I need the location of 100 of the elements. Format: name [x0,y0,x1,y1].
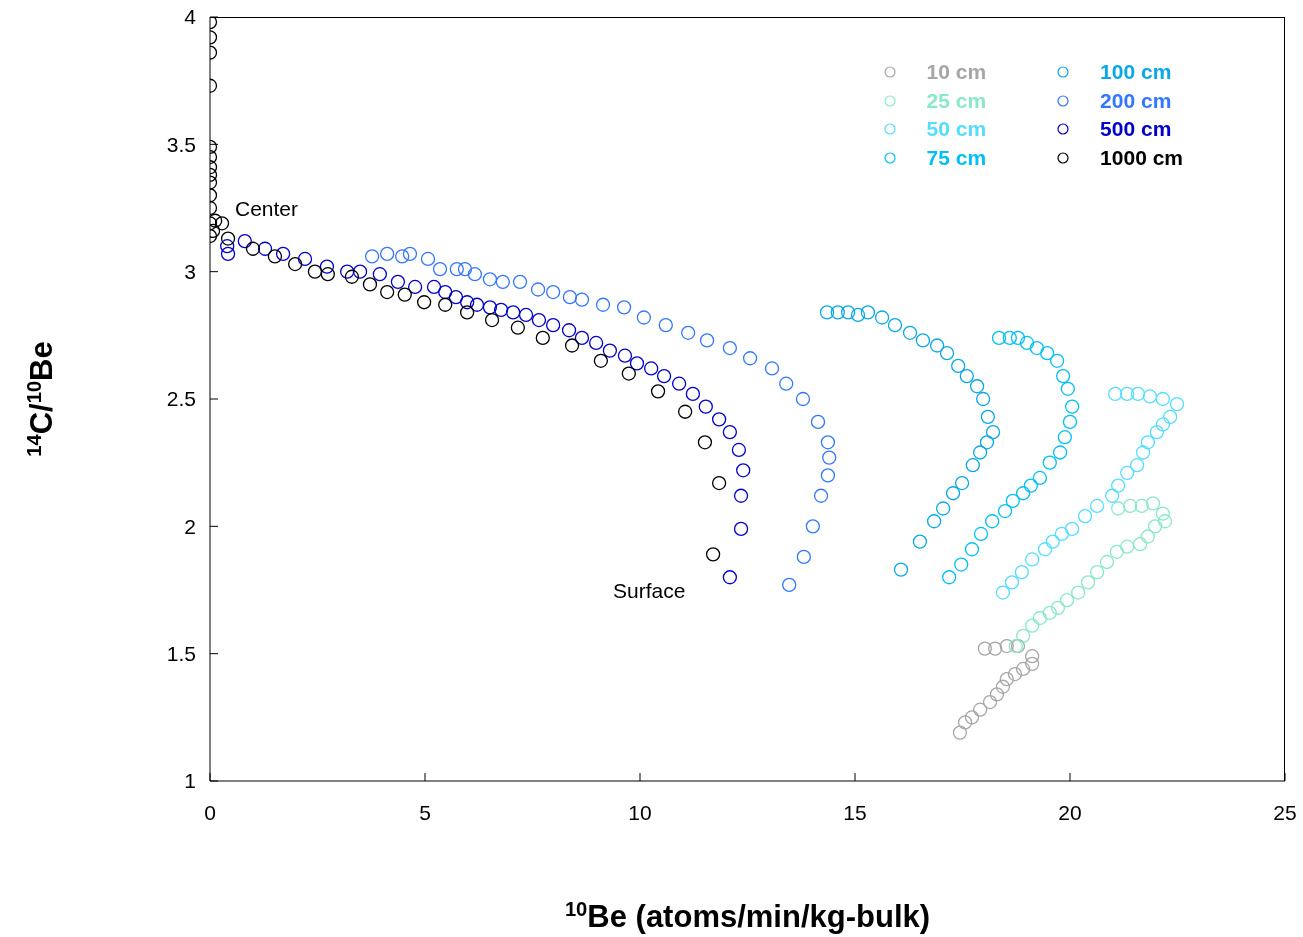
point [535,330,550,346]
point [912,534,928,549]
point [1029,340,1045,356]
point [1089,498,1105,514]
point [988,641,1003,656]
point [1040,346,1055,361]
point [1015,628,1031,643]
point [340,264,355,279]
point [1108,386,1123,402]
point [1120,539,1135,554]
legend-label: 10 cm [926,60,987,85]
point [1015,486,1031,501]
point [307,264,323,279]
point [795,391,811,407]
point [1052,445,1068,460]
point [1169,396,1185,412]
point [985,424,1001,440]
point [1005,493,1020,509]
point [985,514,1000,529]
point [972,445,988,460]
point [1050,600,1066,615]
point [936,501,951,516]
x-tick-label: 15 [843,800,867,824]
point [402,246,418,261]
point [764,361,780,376]
point [1025,656,1040,671]
point [991,330,1007,346]
point [561,323,577,338]
point [1120,465,1135,480]
point [257,241,273,256]
point [564,338,580,353]
point [210,213,223,228]
point [957,715,973,730]
point [395,249,410,264]
point [820,468,836,483]
point [1135,445,1151,460]
point [1120,386,1135,402]
point [951,358,966,374]
point [319,259,335,274]
point [1025,552,1040,567]
point [830,305,845,320]
point [574,292,590,307]
point [493,302,509,318]
point [617,348,633,363]
point [819,305,835,320]
point [1060,381,1075,396]
point [1007,666,1023,682]
point [237,233,252,249]
point [1134,498,1149,514]
point [779,376,794,391]
point [484,312,500,328]
point [722,340,738,356]
point [1111,501,1126,516]
point [929,338,945,353]
point [574,330,590,346]
legend-label: 1000 cm [1100,145,1183,170]
point [850,307,866,323]
y-tick-label: 2.5 [166,387,196,411]
point [1032,610,1048,626]
point [426,279,442,295]
point [1099,554,1115,570]
point [999,638,1014,654]
point [616,300,632,315]
point [275,246,291,261]
point [982,694,998,710]
annotation: Center [235,197,299,220]
point [364,249,380,264]
x-tick-label: 25 [1273,800,1297,824]
point [942,570,957,585]
point [805,519,821,534]
x-tick-label: 0 [204,800,216,824]
point [973,526,989,542]
point [1104,488,1120,503]
point [562,289,578,305]
point [1032,470,1048,486]
point [995,585,1011,600]
point [979,435,995,450]
point [697,435,713,450]
point [459,305,475,320]
point [1147,519,1163,534]
point [287,256,303,272]
point [822,450,837,465]
point [438,297,453,312]
point [999,671,1014,687]
point [699,333,715,348]
point [602,343,618,358]
point [1042,455,1057,470]
legend-label: 200 cm [1100,88,1172,113]
point [954,475,970,491]
point [1054,526,1069,542]
point [220,246,236,261]
point [267,249,283,264]
point [989,687,1005,702]
point [722,424,738,440]
point [1065,399,1080,414]
point [297,251,313,267]
point [621,366,636,381]
annotation: Surface [613,579,686,602]
point [796,549,811,565]
point [1129,458,1145,473]
